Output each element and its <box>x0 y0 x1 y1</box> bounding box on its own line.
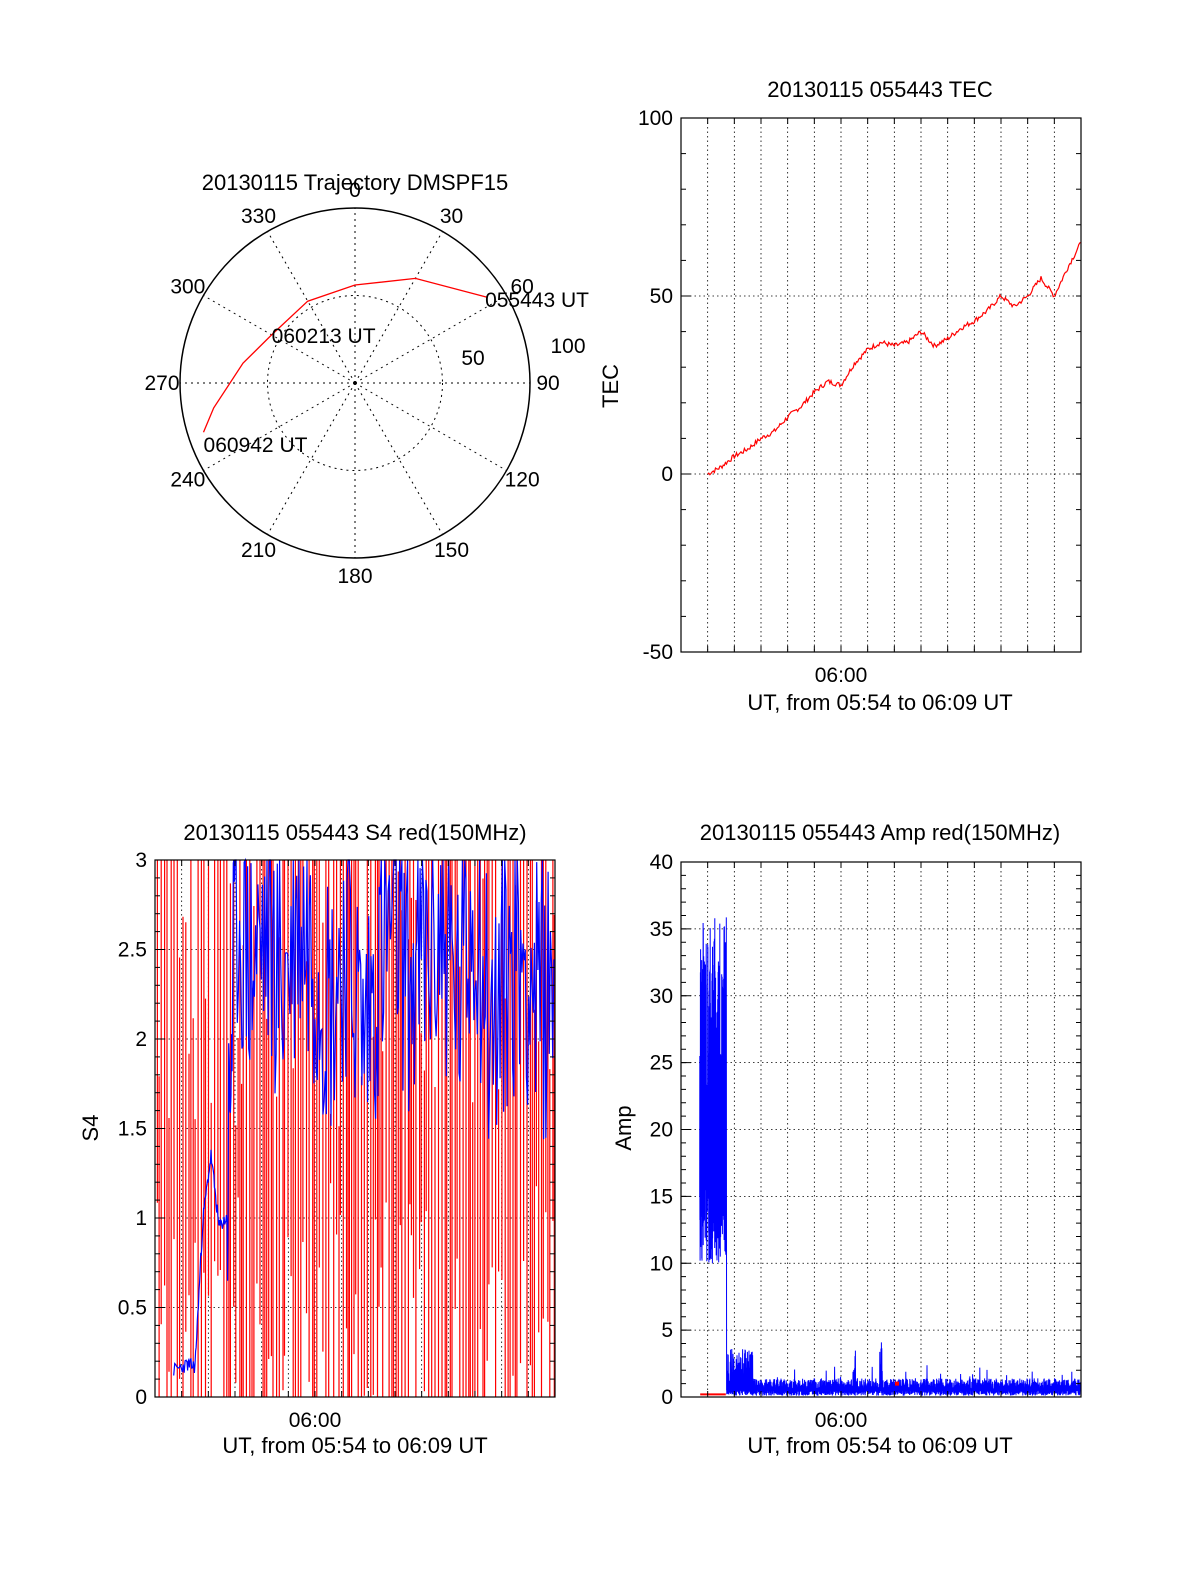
polar-spoke <box>267 231 356 384</box>
gridlines <box>681 118 1082 652</box>
gridlines <box>681 862 1082 1397</box>
tec-plot-area: -50 0 50 100 06:00 <box>638 107 1082 687</box>
angle-tick-label: 210 <box>241 539 276 562</box>
y-tick-label: 1 <box>135 1207 147 1230</box>
y-tick-label: 20 <box>650 1119 673 1142</box>
tec-title: 20130115 055443 TEC <box>767 77 993 102</box>
y-tick-label: 0 <box>661 463 673 486</box>
y-tick-label: 25 <box>650 1052 673 1075</box>
angle-tick-label: 270 <box>144 372 179 395</box>
amp-red-marker <box>895 1381 899 1386</box>
polar-spoke <box>354 382 507 471</box>
data-layer <box>156 857 555 1397</box>
amp-blue-series-line <box>699 917 1082 1396</box>
data-layer <box>699 917 1082 1396</box>
polar-spoke <box>203 295 356 384</box>
y-tick-label: 3 <box>135 849 147 872</box>
trajectory-track: 055443 UT 060213 UT 060942 UT <box>202 277 589 457</box>
polar-spoke <box>354 382 443 535</box>
s4-plot-area: 0 0.5 1 1.5 2 2.5 3 06:00 <box>118 849 556 1432</box>
tec-panel: 20130115 055443 TEC UT, from 05:54 to 06… <box>598 77 1082 715</box>
polar-labels: 0 30 60 90 120 150 180 210 240 270 300 330 50 100 <box>144 179 585 588</box>
x-tick-label: 06:00 <box>815 664 868 687</box>
y-tick-label: 15 <box>650 1185 673 1208</box>
s4-blue-series-line <box>173 857 555 1376</box>
y-tick-label: 2 <box>135 1028 147 1051</box>
y-tick-label: 50 <box>650 285 673 308</box>
polar-spoke <box>354 295 507 384</box>
data-layer <box>707 242 1082 476</box>
y-tick-label: 0.5 <box>118 1297 147 1320</box>
y-tick-label: -50 <box>643 641 673 664</box>
y-tick-label: 100 <box>638 107 673 130</box>
angle-tick-label: 60 <box>510 276 533 299</box>
polar-spoke <box>203 382 356 471</box>
amp-ylabel: Amp <box>611 1105 636 1150</box>
y-tick-label: 40 <box>650 851 673 874</box>
trajectory-polar-panel: 20130115 Trajectory DMSPF15 0 30 60 90 120 15… <box>144 170 589 588</box>
angle-tick-label: 240 <box>170 469 205 492</box>
angle-tick-label: 0 <box>349 179 361 202</box>
s4-title: 20130115 055443 S4 red(150MHz) <box>183 820 526 845</box>
y-tick-label: 10 <box>650 1252 673 1275</box>
trajectory-title: 20130115 Trajectory DMSPF15 <box>202 170 509 195</box>
trajectory-line <box>202 277 488 433</box>
amp-title: 20130115 055443 Amp red(150MHz) <box>700 820 1060 845</box>
angle-tick-label: 90 <box>536 372 559 395</box>
x-tick-label: 06:00 <box>289 1409 342 1432</box>
s4-panel: 20130115 055443 S4 red(150MHz) UT, from … <box>78 820 556 1458</box>
polar-grid <box>179 207 531 559</box>
angle-tick-label: 180 <box>337 565 372 588</box>
radial-tick-label: 50 <box>461 347 484 370</box>
y-tick-label: 5 <box>661 1319 673 1342</box>
y-tick-label: 1.5 <box>118 1118 147 1141</box>
y-tick-label: 0 <box>661 1386 673 1409</box>
y-tick-label: 0 <box>135 1386 147 1409</box>
amp-panel: 20130115 055443 Amp red(150MHz) UT, from… <box>611 820 1082 1458</box>
y-tick-label: 30 <box>650 985 673 1008</box>
angle-tick-label: 30 <box>440 205 463 228</box>
tec-ylabel: TEC <box>598 364 623 408</box>
angle-tick-label: 300 <box>170 276 205 299</box>
amp-plot-area: 0 5 10 15 20 25 30 35 40 06:00 <box>650 851 1082 1432</box>
angle-tick-label: 330 <box>241 205 276 228</box>
tec-series-line <box>707 242 1082 476</box>
s4-ylabel: S4 <box>78 1115 103 1142</box>
plot-frame <box>680 117 1082 653</box>
tec-xlabel: UT, from 05:54 to 06:09 UT <box>747 690 1012 715</box>
x-tick-label: 06:00 <box>815 1409 868 1432</box>
trajectory-time-label: 060942 UT <box>204 434 308 457</box>
minor-ticks <box>154 859 556 1398</box>
polar-spoke <box>354 231 443 384</box>
amp-xlabel: UT, from 05:54 to 06:09 UT <box>747 1433 1012 1458</box>
radial-tick-label: 100 <box>550 335 585 358</box>
angle-tick-label: 120 <box>505 469 540 492</box>
angle-tick-label: 150 <box>434 539 469 562</box>
s4-xlabel: UT, from 05:54 to 06:09 UT <box>222 1433 487 1458</box>
polar-spoke <box>267 382 356 535</box>
y-tick-label: 2.5 <box>118 939 147 962</box>
trajectory-time-label: 060213 UT <box>272 325 376 348</box>
minor-ticks <box>680 117 1082 653</box>
trajectory-time-label: 055443 UT <box>485 289 589 312</box>
polar-ring <box>267 295 443 471</box>
s4-red-vertical-lines <box>156 860 555 1397</box>
y-tick-label: 35 <box>650 918 673 941</box>
